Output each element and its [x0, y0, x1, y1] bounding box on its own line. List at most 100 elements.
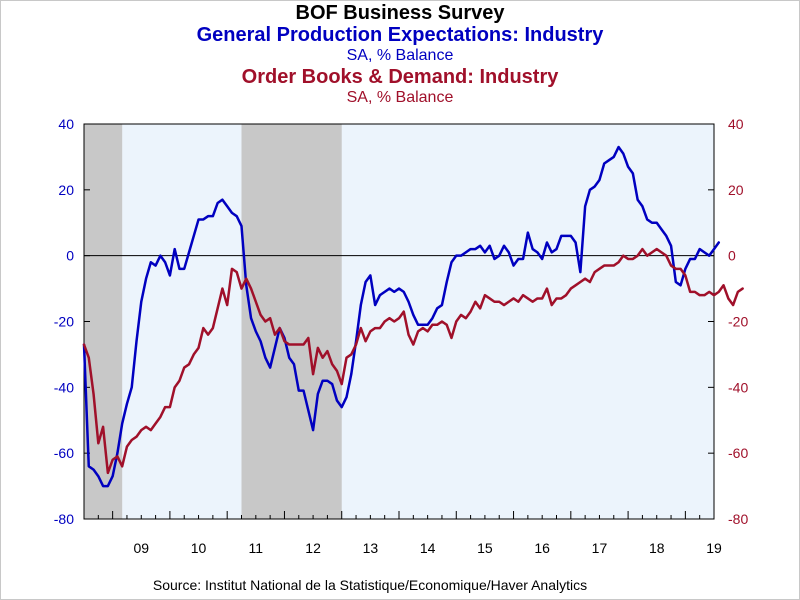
series-order-books-point: [264, 320, 267, 323]
series-order-books-point: [364, 340, 367, 343]
series-production-expectations-point: [703, 251, 706, 254]
series-production-expectations-point: [498, 254, 501, 257]
series-order-books-point: [116, 455, 119, 458]
series-production-expectations-point: [317, 393, 319, 395]
series-production-expectations-point: [107, 485, 109, 487]
series-order-books-point: [708, 291, 711, 293]
series-order-books-point: [574, 284, 577, 287]
x-tick-label: 12: [305, 540, 321, 556]
series-order-books-point: [331, 363, 333, 366]
series-order-books-point: [531, 300, 534, 303]
y-right-tick-label: -20: [728, 314, 748, 330]
series-production-expectations-point: [216, 202, 219, 204]
recession-band-1: [84, 124, 123, 519]
series-order-books-point: [178, 379, 181, 382]
series-order-books-point: [469, 310, 472, 313]
series-production-expectations-point: [450, 261, 453, 264]
series-order-books-point: [340, 383, 343, 385]
series-production-expectations-point: [694, 258, 696, 260]
series-order-books-point: [202, 327, 205, 329]
series-order-books-point: [159, 416, 162, 418]
series-order-books-point: [130, 439, 133, 441]
series-order-books-point: [431, 323, 434, 326]
series-production-expectations-point: [235, 215, 238, 217]
series-order-books-point: [350, 353, 353, 356]
series-production-expectations-point: [312, 429, 314, 431]
series-order-books-point: [293, 343, 295, 346]
series-production-expectations-point: [665, 235, 668, 237]
series-order-books-point: [436, 323, 438, 326]
series-order-books-point: [493, 300, 496, 303]
series-order-books-point: [622, 254, 625, 257]
series-order-books-point: [603, 264, 606, 267]
series-order-books-point: [484, 294, 486, 296]
series-production-expectations-point: [555, 248, 558, 250]
series-order-books-point: [617, 261, 620, 264]
series-production-expectations-point: [546, 241, 548, 244]
series-production-expectations-point: [717, 241, 720, 244]
series-production-expectations-point: [393, 291, 396, 293]
series-production-expectations-point: [331, 383, 333, 385]
series-production-expectations-point: [173, 248, 176, 250]
series-production-expectations-point: [565, 235, 567, 237]
series-production-expectations-point: [116, 452, 119, 454]
series-order-books-point: [259, 314, 262, 316]
series-production-expectations-point: [202, 218, 205, 221]
series-order-books-point: [169, 406, 171, 408]
series-production-expectations-point: [87, 465, 90, 468]
series-order-books-point: [383, 320, 386, 323]
y-right-tick-label: 40: [728, 116, 744, 132]
series-production-expectations-point: [183, 268, 186, 270]
series-production-expectations-point: [269, 366, 271, 369]
series-production-expectations-point: [679, 284, 682, 287]
series-production-expectations-point: [154, 264, 157, 267]
series-order-books-point: [235, 271, 238, 273]
series-order-books-point: [240, 287, 243, 290]
series-order-books-point: [221, 287, 224, 290]
x-tick-label: 10: [191, 540, 207, 556]
series-production-expectations-point: [178, 268, 181, 270]
series-order-books-point: [297, 343, 300, 346]
series-production-expectations-point: [627, 165, 629, 168]
series-production-expectations-point: [579, 271, 582, 273]
series-order-books-point: [679, 268, 682, 270]
series-order-books-point: [345, 356, 348, 359]
series-order-books-point: [102, 426, 104, 428]
series-production-expectations-point: [130, 386, 133, 389]
series-order-books-point: [546, 287, 548, 290]
source-note: Source: Institut National de la Statisti…: [152, 577, 588, 593]
title-block: BOF Business Survey General Production E…: [0, 2, 800, 108]
series-order-books-point: [560, 297, 563, 300]
x-tick-label: 14: [420, 540, 436, 556]
series-order-books-point: [641, 248, 644, 250]
x-tick-label: 15: [477, 540, 493, 556]
series-order-books-point: [570, 287, 572, 290]
series-production-expectations-point: [159, 254, 162, 257]
series-production-expectations-point: [221, 198, 224, 201]
series-order-books-point: [317, 347, 319, 349]
series-order-books-point: [512, 297, 515, 300]
series-order-books-point: [579, 281, 582, 283]
series-production-expectations-point: [493, 258, 496, 260]
series-order-books-point: [455, 320, 458, 323]
series-order-books-point: [393, 320, 396, 323]
series-order-books-point: [87, 356, 90, 359]
series-production-expectations-point: [417, 323, 419, 326]
series-order-books-point: [255, 300, 257, 303]
x-tick-label: 17: [592, 540, 608, 556]
series-order-books-point: [593, 271, 596, 273]
series-production-expectations-point: [188, 251, 190, 254]
x-tick-label: 19: [706, 540, 722, 556]
series-production-expectations-point: [364, 281, 367, 283]
series-production-expectations-point: [660, 228, 663, 231]
series2-unit: SA, % Balance: [346, 89, 454, 106]
chart-title: BOF Business Survey: [295, 2, 505, 24]
series1-unit: SA, % Balance: [346, 47, 454, 64]
series-production-expectations-point: [145, 277, 147, 280]
series-order-books-point: [355, 343, 357, 346]
series-production-expectations-point: [612, 156, 615, 158]
y-left-tick-label: -20: [54, 314, 74, 330]
series-order-books-point: [121, 465, 123, 468]
series-production-expectations-point: [527, 231, 529, 234]
